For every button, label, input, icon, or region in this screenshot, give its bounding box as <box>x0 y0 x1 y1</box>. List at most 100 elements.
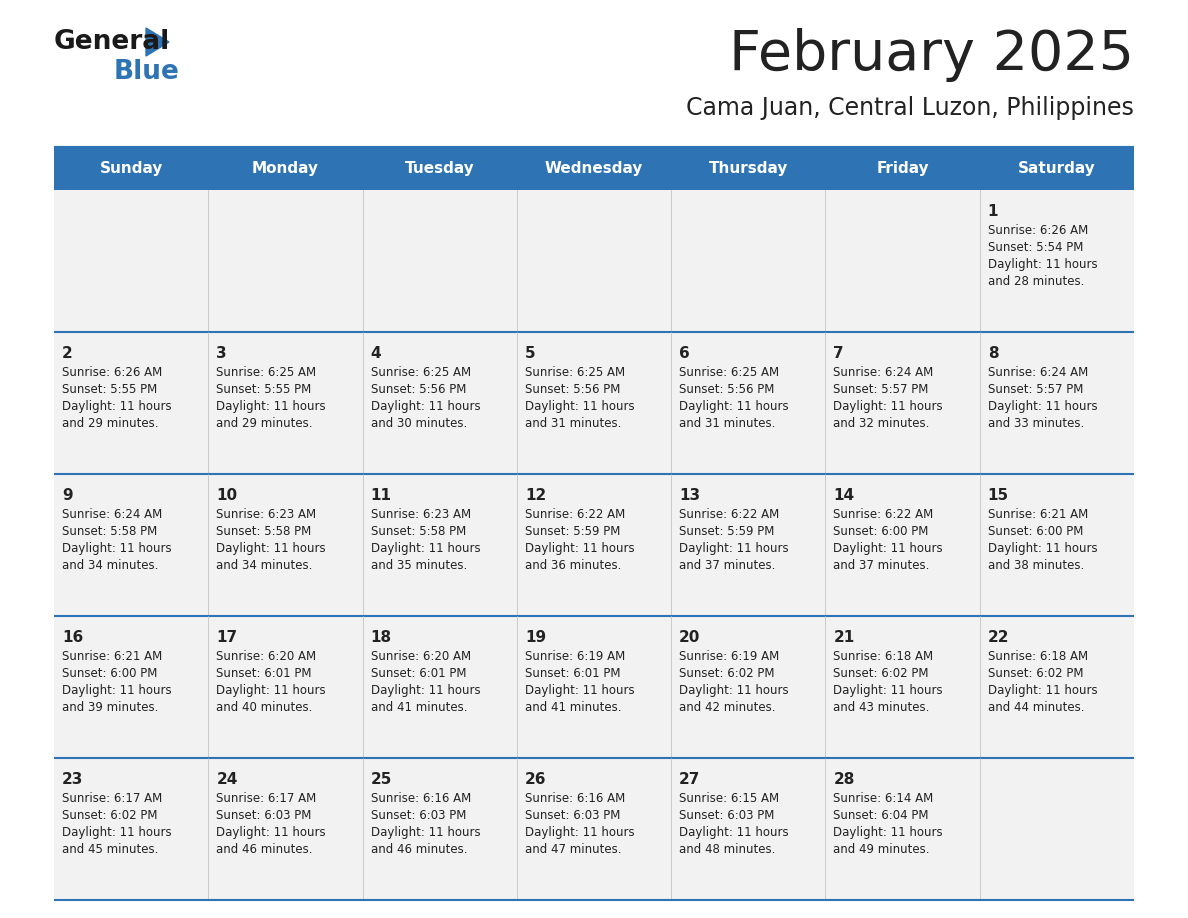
Text: Daylight: 11 hours: Daylight: 11 hours <box>371 684 480 697</box>
Text: and 29 minutes.: and 29 minutes. <box>62 417 158 430</box>
Text: Daylight: 11 hours: Daylight: 11 hours <box>987 400 1098 413</box>
Text: Daylight: 11 hours: Daylight: 11 hours <box>834 826 943 839</box>
Text: Sunset: 5:57 PM: Sunset: 5:57 PM <box>834 383 929 396</box>
Text: Sunset: 5:56 PM: Sunset: 5:56 PM <box>525 383 620 396</box>
Text: Daylight: 11 hours: Daylight: 11 hours <box>680 826 789 839</box>
Text: Sunset: 6:03 PM: Sunset: 6:03 PM <box>680 809 775 822</box>
Text: Sunrise: 6:23 AM: Sunrise: 6:23 AM <box>216 508 316 521</box>
Text: 1: 1 <box>987 204 998 219</box>
Text: Daylight: 11 hours: Daylight: 11 hours <box>834 542 943 555</box>
Text: and 30 minutes.: and 30 minutes. <box>371 417 467 430</box>
Text: and 33 minutes.: and 33 minutes. <box>987 417 1083 430</box>
Text: Friday: Friday <box>877 162 929 176</box>
Text: and 46 minutes.: and 46 minutes. <box>216 843 312 856</box>
Text: Sunrise: 6:25 AM: Sunrise: 6:25 AM <box>216 366 316 379</box>
Text: 7: 7 <box>834 346 843 361</box>
Text: Sunrise: 6:17 AM: Sunrise: 6:17 AM <box>62 792 163 805</box>
Text: and 28 minutes.: and 28 minutes. <box>987 275 1085 288</box>
Text: Sunset: 6:03 PM: Sunset: 6:03 PM <box>525 809 620 822</box>
Text: 4: 4 <box>371 346 381 361</box>
Text: and 44 minutes.: and 44 minutes. <box>987 701 1085 714</box>
Text: 5: 5 <box>525 346 536 361</box>
Text: 19: 19 <box>525 630 546 645</box>
Text: Sunrise: 6:20 AM: Sunrise: 6:20 AM <box>371 650 470 663</box>
Text: Daylight: 11 hours: Daylight: 11 hours <box>371 826 480 839</box>
Text: 17: 17 <box>216 630 238 645</box>
Text: 8: 8 <box>987 346 998 361</box>
Text: and 37 minutes.: and 37 minutes. <box>834 559 930 572</box>
Text: 26: 26 <box>525 772 546 787</box>
Text: Daylight: 11 hours: Daylight: 11 hours <box>371 542 480 555</box>
Text: Daylight: 11 hours: Daylight: 11 hours <box>216 826 326 839</box>
Text: Sunrise: 6:22 AM: Sunrise: 6:22 AM <box>680 508 779 521</box>
Text: Sunday: Sunday <box>100 162 163 176</box>
Text: Sunrise: 6:24 AM: Sunrise: 6:24 AM <box>62 508 163 521</box>
Text: Blue: Blue <box>114 59 179 85</box>
Text: 12: 12 <box>525 488 546 503</box>
Text: Sunrise: 6:20 AM: Sunrise: 6:20 AM <box>216 650 316 663</box>
Text: Tuesday: Tuesday <box>405 162 474 176</box>
Text: Daylight: 11 hours: Daylight: 11 hours <box>987 258 1098 271</box>
Text: Sunrise: 6:24 AM: Sunrise: 6:24 AM <box>987 366 1088 379</box>
Text: Daylight: 11 hours: Daylight: 11 hours <box>525 684 634 697</box>
Text: Sunset: 5:55 PM: Sunset: 5:55 PM <box>62 383 157 396</box>
Text: Sunrise: 6:22 AM: Sunrise: 6:22 AM <box>834 508 934 521</box>
Text: Daylight: 11 hours: Daylight: 11 hours <box>216 400 326 413</box>
Text: Sunrise: 6:18 AM: Sunrise: 6:18 AM <box>987 650 1088 663</box>
Text: 3: 3 <box>216 346 227 361</box>
Text: Sunrise: 6:22 AM: Sunrise: 6:22 AM <box>525 508 625 521</box>
Text: Sunrise: 6:25 AM: Sunrise: 6:25 AM <box>525 366 625 379</box>
Text: General: General <box>53 29 170 55</box>
Text: Sunset: 6:01 PM: Sunset: 6:01 PM <box>216 667 311 680</box>
Text: and 46 minutes.: and 46 minutes. <box>371 843 467 856</box>
Text: Sunrise: 6:17 AM: Sunrise: 6:17 AM <box>216 792 316 805</box>
Text: Daylight: 11 hours: Daylight: 11 hours <box>62 826 171 839</box>
Text: and 35 minutes.: and 35 minutes. <box>371 559 467 572</box>
Text: and 31 minutes.: and 31 minutes. <box>680 417 776 430</box>
Text: and 29 minutes.: and 29 minutes. <box>216 417 312 430</box>
Text: Wednesday: Wednesday <box>545 162 643 176</box>
Text: Sunset: 6:03 PM: Sunset: 6:03 PM <box>216 809 311 822</box>
Text: Daylight: 11 hours: Daylight: 11 hours <box>834 684 943 697</box>
Text: Monday: Monday <box>252 162 318 176</box>
Text: and 45 minutes.: and 45 minutes. <box>62 843 158 856</box>
Text: Sunrise: 6:16 AM: Sunrise: 6:16 AM <box>371 792 470 805</box>
Text: Sunrise: 6:26 AM: Sunrise: 6:26 AM <box>62 366 163 379</box>
Text: Sunrise: 6:26 AM: Sunrise: 6:26 AM <box>987 224 1088 237</box>
Text: Cama Juan, Central Luzon, Philippines: Cama Juan, Central Luzon, Philippines <box>687 96 1135 120</box>
Text: Sunset: 5:56 PM: Sunset: 5:56 PM <box>371 383 466 396</box>
Text: Sunset: 6:02 PM: Sunset: 6:02 PM <box>62 809 158 822</box>
Text: Sunrise: 6:21 AM: Sunrise: 6:21 AM <box>62 650 163 663</box>
Text: Daylight: 11 hours: Daylight: 11 hours <box>216 684 326 697</box>
Text: Sunset: 5:58 PM: Sunset: 5:58 PM <box>371 525 466 538</box>
Text: Daylight: 11 hours: Daylight: 11 hours <box>62 542 171 555</box>
Text: Sunset: 5:56 PM: Sunset: 5:56 PM <box>680 383 775 396</box>
Text: Daylight: 11 hours: Daylight: 11 hours <box>987 684 1098 697</box>
Bar <box>53 616 1135 758</box>
Text: 28: 28 <box>834 772 855 787</box>
Text: Sunrise: 6:25 AM: Sunrise: 6:25 AM <box>371 366 470 379</box>
Text: 20: 20 <box>680 630 701 645</box>
Text: Sunset: 6:02 PM: Sunset: 6:02 PM <box>680 667 775 680</box>
Text: 22: 22 <box>987 630 1010 645</box>
Text: and 39 minutes.: and 39 minutes. <box>62 701 158 714</box>
Bar <box>53 332 1135 474</box>
Text: 25: 25 <box>371 772 392 787</box>
Text: and 41 minutes.: and 41 minutes. <box>371 701 467 714</box>
Text: 6: 6 <box>680 346 690 361</box>
Text: Saturday: Saturday <box>1018 162 1095 176</box>
Text: Sunrise: 6:15 AM: Sunrise: 6:15 AM <box>680 792 779 805</box>
Text: Sunrise: 6:19 AM: Sunrise: 6:19 AM <box>680 650 779 663</box>
Text: Thursday: Thursday <box>708 162 788 176</box>
Text: Daylight: 11 hours: Daylight: 11 hours <box>371 400 480 413</box>
Text: Sunset: 6:00 PM: Sunset: 6:00 PM <box>987 525 1083 538</box>
Text: Sunset: 6:02 PM: Sunset: 6:02 PM <box>834 667 929 680</box>
Text: Sunset: 6:00 PM: Sunset: 6:00 PM <box>62 667 157 680</box>
Text: and 47 minutes.: and 47 minutes. <box>525 843 621 856</box>
Text: and 38 minutes.: and 38 minutes. <box>987 559 1083 572</box>
Text: and 48 minutes.: and 48 minutes. <box>680 843 776 856</box>
Text: Sunset: 6:03 PM: Sunset: 6:03 PM <box>371 809 466 822</box>
Text: 13: 13 <box>680 488 700 503</box>
Text: Sunset: 5:58 PM: Sunset: 5:58 PM <box>62 525 157 538</box>
Text: Daylight: 11 hours: Daylight: 11 hours <box>216 542 326 555</box>
